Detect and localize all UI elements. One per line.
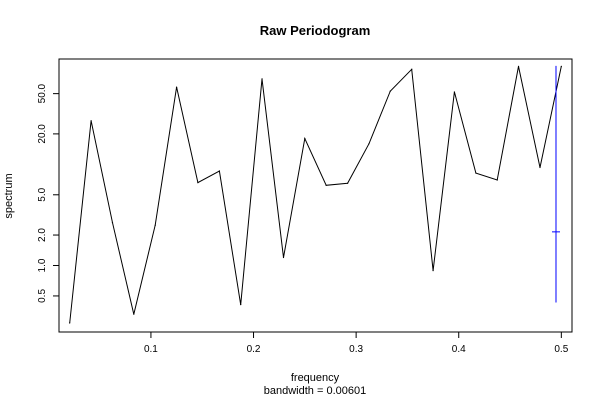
y-tick-label: 1.0 [37, 258, 48, 272]
data-point [261, 78, 263, 80]
x-axis-sublabel: bandwidth = 0.00601 [264, 385, 366, 397]
x-tick-label: 0.5 [554, 344, 568, 355]
data-point [496, 179, 498, 181]
data-point [389, 90, 391, 92]
data-point [539, 166, 541, 169]
data-point [517, 65, 520, 67]
series-points [69, 65, 562, 324]
x-tick-label: 0.2 [247, 344, 261, 355]
x-axis-label: frequency [291, 372, 340, 384]
data-point [368, 143, 370, 145]
data-point [218, 170, 220, 172]
data-point [154, 224, 156, 226]
data-point [240, 304, 242, 306]
data-point [111, 222, 114, 224]
y-tick-label: 5.0 [37, 187, 48, 201]
y-tick-label: 50.0 [37, 83, 48, 103]
x-tick-label: 0.3 [349, 344, 363, 355]
y-tick-label: 0.5 [37, 289, 48, 303]
chart-title: Raw Periodogram [260, 23, 371, 38]
data-point [453, 91, 456, 93]
y-tick-label: 20.0 [37, 124, 48, 144]
data-point [432, 270, 434, 272]
y-axis: 0.5 1.0 2.0 5.0 20.0 50.0 [37, 83, 59, 303]
data-point [69, 322, 71, 324]
data-point [347, 182, 349, 184]
x-tick-label: 0.1 [144, 344, 158, 355]
data-point [175, 86, 178, 88]
data-point [325, 184, 327, 186]
confidence-bar [551, 65, 560, 303]
x-axis: 0.1 0.2 0.3 0.4 0.5 [144, 332, 569, 355]
y-axis-label: spectrum [3, 173, 15, 218]
data-point [411, 68, 413, 70]
data-point [560, 65, 562, 67]
spectrum-series-line [69, 66, 562, 324]
data-point [304, 137, 306, 140]
data-point [90, 120, 92, 122]
data-point [197, 181, 199, 184]
data-point [133, 313, 135, 315]
data-point [475, 172, 477, 174]
x-tick-label: 0.4 [452, 344, 466, 355]
y-tick-label: 2.0 [37, 228, 48, 242]
plot-frame [58, 58, 573, 333]
data-point [282, 256, 285, 259]
